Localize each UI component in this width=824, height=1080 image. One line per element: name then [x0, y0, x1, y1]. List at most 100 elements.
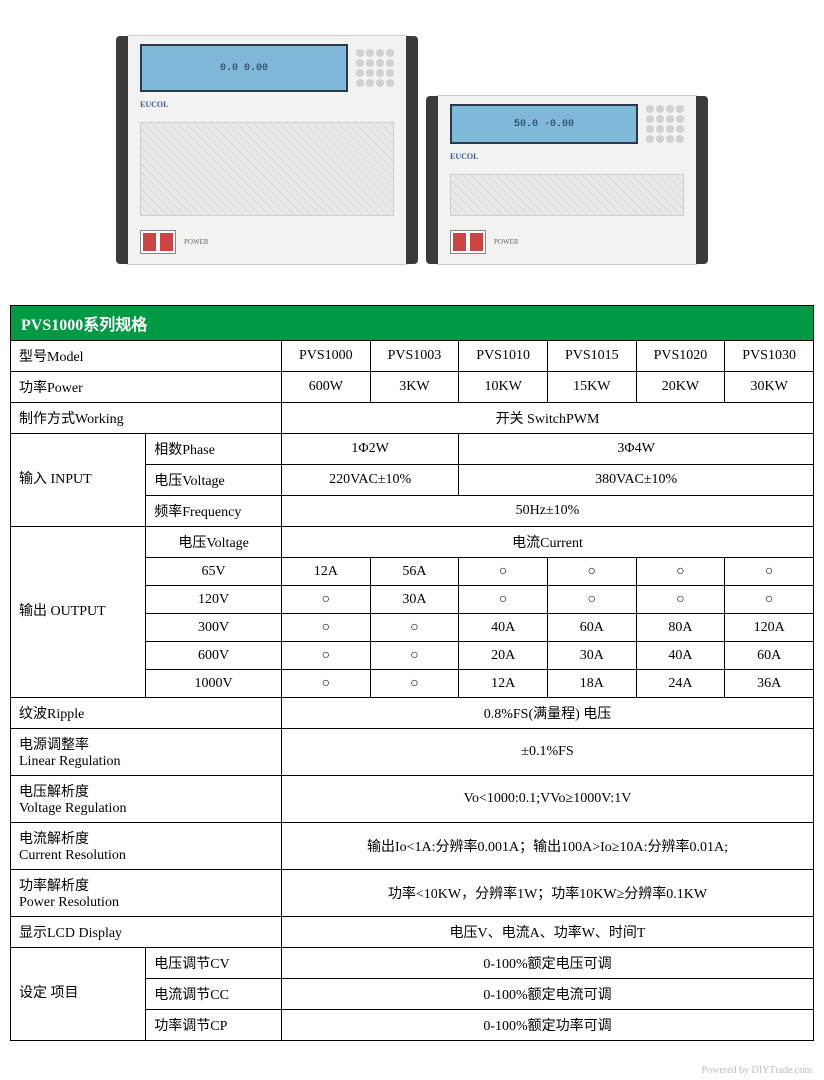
footer-note: Powered by DIYTrade.com — [0, 1061, 824, 1080]
cv-row: 设定 项目 电压调节CV 0-100%额定电压可调 — [11, 948, 814, 979]
out-cell: 120A — [725, 614, 814, 642]
out-cell: 12A — [459, 670, 548, 698]
out-cell: ○ — [636, 586, 725, 614]
power-cell: 10KW — [459, 372, 548, 403]
keypad-icon — [356, 49, 394, 87]
product-image-area: 0.0 0.00 EUCOL POWER 50.0 -0.00 EUCOL PO… — [0, 0, 824, 285]
volt-reg-label: 电压解析度 Voltage Regulation — [11, 776, 282, 823]
current-label: 电流Current — [281, 527, 813, 558]
voltage-value: 380VAC±10% — [459, 465, 814, 496]
out-cell: 60A — [725, 642, 814, 670]
model-label: 型号Model — [11, 341, 282, 372]
ripple-label: 纹波Ripple — [11, 698, 282, 729]
power-cell: 600W — [281, 372, 370, 403]
output-label: 输出 OUTPUT — [11, 527, 146, 698]
out-cell: ○ — [725, 586, 814, 614]
breaker-switch — [450, 230, 486, 254]
out-cell: 30A — [547, 642, 636, 670]
power-label: 功率Power — [11, 372, 282, 403]
out-voltage: 300V — [146, 614, 282, 642]
cv-value: 0-100%额定电压可调 — [281, 948, 813, 979]
lcd-display-small: 50.0 -0.00 — [450, 104, 638, 144]
out-cell: 60A — [547, 614, 636, 642]
lcd-display-large: 0.0 0.00 — [140, 44, 348, 92]
out-cell: 36A — [725, 670, 814, 698]
keypad-icon — [646, 105, 684, 143]
device-large: 0.0 0.00 EUCOL POWER — [127, 35, 407, 265]
voltage-out-label: 电压Voltage — [146, 527, 282, 558]
working-label: 制作方式Working — [11, 403, 282, 434]
cc-label: 电流调节CC — [146, 979, 282, 1010]
cv-label: 电压调节CV — [146, 948, 282, 979]
display-value: 电压V、电流A、功率W、时间T — [281, 917, 813, 948]
power-res-row: 功率解析度 Power Resolution 功率<10KW，分辨率1W；功率1… — [11, 870, 814, 917]
working-row: 制作方式Working 开关 SwitchPWM — [11, 403, 814, 434]
out-cell: ○ — [459, 558, 548, 586]
out-cell: 30A — [370, 586, 459, 614]
vent-grille — [140, 122, 394, 216]
model-cell: PVS1003 — [370, 341, 459, 372]
setting-label: 设定 项目 — [11, 948, 146, 1041]
working-value: 开关 SwitchPWM — [281, 403, 813, 434]
out-voltage: 1000V — [146, 670, 282, 698]
voltage-label: 电压Voltage — [146, 465, 282, 496]
spec-table-wrap: PVS1000系列规格 型号Model PVS1000 PVS1003 PVS1… — [0, 285, 824, 1061]
model-cell: PVS1010 — [459, 341, 548, 372]
output-header-row: 输出 OUTPUT 电压Voltage 电流Current — [11, 527, 814, 558]
out-cell: ○ — [370, 642, 459, 670]
out-cell: ○ — [281, 614, 370, 642]
out-cell: ○ — [370, 670, 459, 698]
cc-value: 0-100%额定电流可调 — [281, 979, 813, 1010]
out-cell: ○ — [459, 586, 548, 614]
volt-reg-value: Vo<1000:0.1;VVo≥1000V:1V — [281, 776, 813, 823]
linear-reg-label: 电源调整率 Linear Regulation — [11, 729, 282, 776]
out-cell: 56A — [370, 558, 459, 586]
model-row: 型号Model PVS1000 PVS1003 PVS1010 PVS1015 … — [11, 341, 814, 372]
curr-res-label: 电流解析度 Current Resolution — [11, 823, 282, 870]
out-cell: ○ — [636, 558, 725, 586]
voltage-value: 220VAC±10% — [281, 465, 458, 496]
linear-reg-row: 电源调整率 Linear Regulation ±0.1%FS — [11, 729, 814, 776]
phase-value: 3Φ4W — [459, 434, 814, 465]
power-res-label: 功率解析度 Power Resolution — [11, 870, 282, 917]
model-cell: PVS1000 — [281, 341, 370, 372]
ripple-row: 纹波Ripple 0.8%FS(满量程) 电压 — [11, 698, 814, 729]
cp-value: 0-100%额定功率可调 — [281, 1010, 813, 1041]
out-cell: ○ — [547, 558, 636, 586]
power-cell: 30KW — [725, 372, 814, 403]
out-cell: ○ — [281, 642, 370, 670]
phase-row: 输入 INPUT 相数Phase 1Φ2W 3Φ4W — [11, 434, 814, 465]
model-cell: PVS1015 — [547, 341, 636, 372]
frequency-label: 频率Frequency — [146, 496, 282, 527]
power-res-value: 功率<10KW，分辨率1W；功率10KW≥分辨率0.1KW — [281, 870, 813, 917]
spec-table: PVS1000系列规格 型号Model PVS1000 PVS1003 PVS1… — [10, 305, 814, 1041]
out-cell: ○ — [370, 614, 459, 642]
table-title: PVS1000系列规格 — [11, 306, 814, 341]
breaker-switch — [140, 230, 176, 254]
out-cell: 24A — [636, 670, 725, 698]
out-voltage: 65V — [146, 558, 282, 586]
out-cell: 80A — [636, 614, 725, 642]
phase-value: 1Φ2W — [281, 434, 458, 465]
frequency-value: 50Hz±10% — [281, 496, 813, 527]
out-voltage: 120V — [146, 586, 282, 614]
out-voltage: 600V — [146, 642, 282, 670]
display-label: 显示LCD Display — [11, 917, 282, 948]
brand-logo: EUCOL — [438, 152, 696, 168]
power-cell: 15KW — [547, 372, 636, 403]
linear-reg-value: ±0.1%FS — [281, 729, 813, 776]
ripple-value: 0.8%FS(满量程) 电压 — [281, 698, 813, 729]
model-cell: PVS1030 — [725, 341, 814, 372]
out-cell: ○ — [281, 586, 370, 614]
model-cell: PVS1020 — [636, 341, 725, 372]
display-row: 显示LCD Display 电压V、电流A、功率W、时间T — [11, 917, 814, 948]
out-cell: 12A — [281, 558, 370, 586]
input-label: 输入 INPUT — [11, 434, 146, 527]
curr-res-value: 输出Io<1A:分辨率0.001A；输出100A>Io≥10A:分辨率0.01A… — [281, 823, 813, 870]
phase-label: 相数Phase — [146, 434, 282, 465]
out-cell: 20A — [459, 642, 548, 670]
power-row: 功率Power 600W 3KW 10KW 15KW 20KW 30KW — [11, 372, 814, 403]
device-small: 50.0 -0.00 EUCOL POWER — [437, 95, 697, 265]
volt-reg-row: 电压解析度 Voltage Regulation Vo<1000:0.1;VVo… — [11, 776, 814, 823]
power-label: POWER — [494, 238, 519, 246]
